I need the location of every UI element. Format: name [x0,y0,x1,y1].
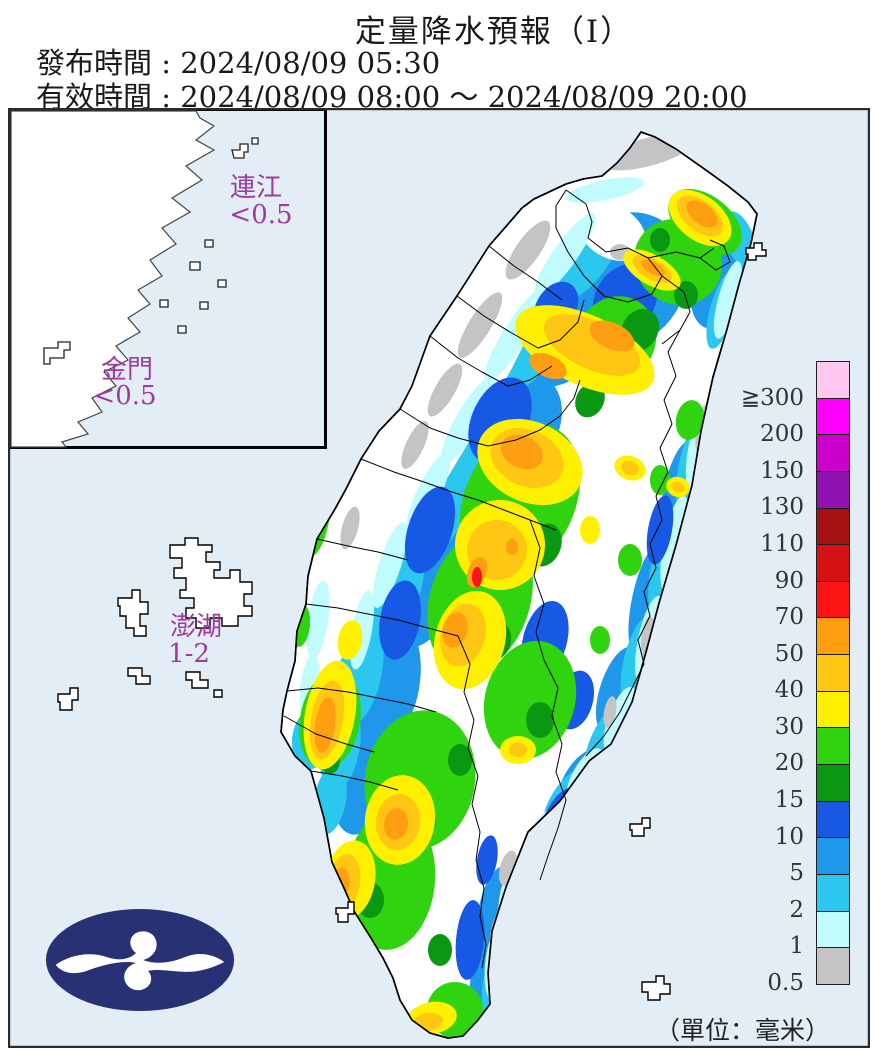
penghu-main-island [169,537,253,629]
legend-swatch-2 [817,873,849,911]
legend-swatch-150 [817,434,849,471]
legend-threshold-1: 1 [789,933,804,959]
inset-map [8,108,327,449]
legend-swatch-20 [817,727,849,765]
xiaoliuqiu-island [335,901,355,923]
issue-time-line: 發布時間 : 2024/08/09 05:30 [36,40,440,82]
legend-threshold-30: 30 [774,714,804,740]
legend-threshold-90: 90 [774,568,804,594]
legend-unit-label: （單位：毫米） [654,1016,830,1045]
legend-swatch-10 [817,800,849,838]
legend-threshold-70: 70 [774,604,804,630]
legend-threshold-≧300: ≧300 [740,385,804,411]
legend-swatch-0.5 [817,947,849,984]
map-frame [8,108,870,1048]
legend-swatch-1 [817,910,849,948]
legend-color-bar [816,361,850,985]
cwa-logo-icon [45,909,235,1011]
valid-time-separator: : [152,80,181,114]
penghu-west-island [117,589,149,637]
legend-threshold-130: 130 [760,494,804,520]
legend-swatch-70 [817,580,849,618]
kinmen-label: 金門 [100,355,154,385]
lianjiang-value: <0.5 [229,200,293,230]
taiwan-qpf-map-graphic [8,108,870,1048]
legend-threshold-200: 200 [760,421,804,447]
legend-swatch-15 [817,764,849,801]
legend-threshold-150: 150 [760,458,804,484]
kinmen-island [43,341,71,365]
lanyu-island [641,975,671,1001]
precipitation-fill-layers [289,133,757,1038]
legend-swatch-40 [817,654,849,691]
page-title: 定量降水預報（Ⅰ） [354,14,634,50]
matsu-islands [231,143,249,159]
precipitation-map [8,108,870,1048]
issue-time-separator: : [152,46,181,80]
china-coastline [10,110,216,448]
legend-swatch-30 [817,690,849,728]
legend-swatch-200 [817,397,849,435]
legend-threshold-labels: ≧300 200 150 130 110 90 70 50 40 30 20 15 10 5 2 1 0.5 [560,361,810,1001]
issue-time-value: 2024/08/09 05:30 [180,46,441,80]
legend-swatch-5 [817,837,849,874]
lianjiang-label: 連江 [229,173,283,203]
legend-threshold-110: 110 [760,531,804,557]
legend-threshold-0.5: 0.5 [767,970,804,996]
legend-threshold-2: 2 [789,897,804,923]
county-boundaries [283,189,731,969]
legend-swatch-110 [817,507,849,545]
legend-threshold-40: 40 [774,677,804,703]
guishan-island [745,242,767,261]
legend-threshold-20: 20 [774,750,804,776]
legend-threshold-15: 15 [774,787,804,813]
taiwan-coastline [280,131,758,1039]
issue-time-label: 發布時間 [36,46,153,80]
legend-swatch-50 [817,617,849,655]
penghu-label: 澎湖 [169,612,223,642]
legend-swatch-90 [817,544,849,581]
legend-swatch-130 [817,470,849,508]
legend-threshold-50: 50 [774,641,804,667]
green-island [629,817,651,837]
kinmen-value: <0.5 [93,381,157,411]
legend-threshold-5: 5 [789,860,804,886]
offshore-islands [57,242,767,1001]
legend-swatch-≧300 [817,362,849,398]
legend-threshold-10: 10 [774,824,804,850]
penghu-value: 1-2 [168,639,210,669]
